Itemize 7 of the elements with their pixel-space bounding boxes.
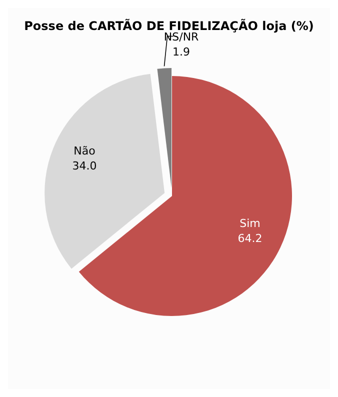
slice-label: Sim xyxy=(240,217,260,230)
chart-title: Posse de CARTÃO DE FIDELIZAÇÃO loja (%) xyxy=(24,18,314,33)
data-label: 34.0 xyxy=(72,160,97,173)
slice-label: Não xyxy=(74,144,96,158)
data-label: 64.2 xyxy=(238,232,262,246)
slice-label: NS/NR xyxy=(164,30,200,44)
data-label: 1.9 xyxy=(172,45,190,58)
